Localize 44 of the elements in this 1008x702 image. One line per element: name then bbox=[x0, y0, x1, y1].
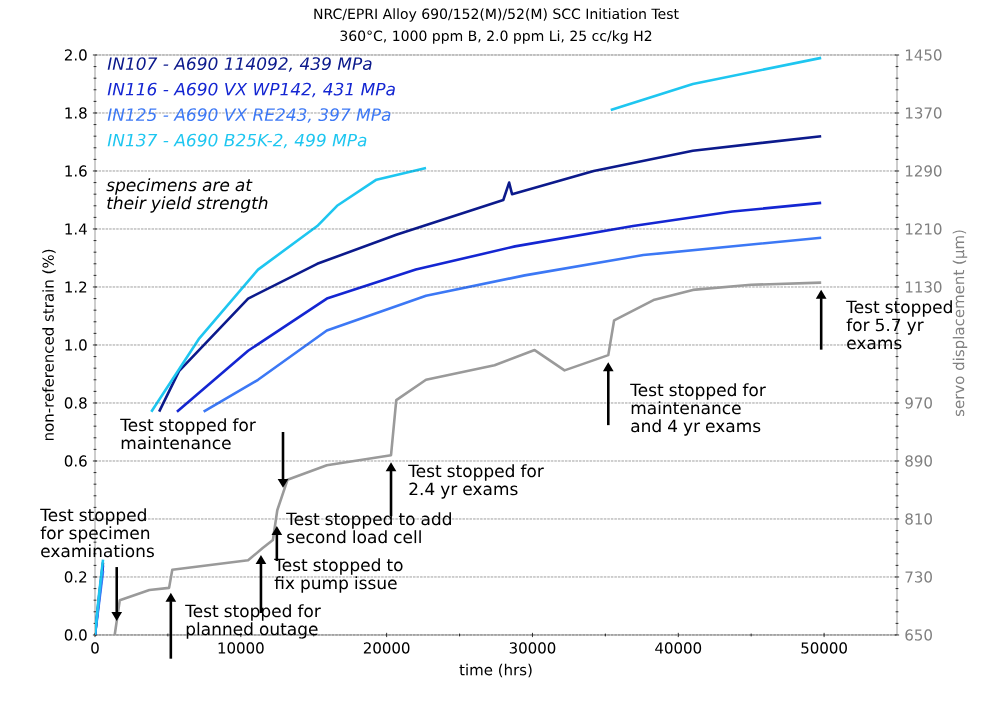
y2-axis-title: servo displacement (µm) bbox=[952, 230, 968, 417]
annotation: Test stopped for maintenance and 4 yr exams bbox=[630, 383, 766, 436]
y-tick-label: 0.0 bbox=[64, 629, 87, 641]
annotation: Test stopped for 5.7 yr exams bbox=[846, 300, 952, 350]
series-label: IN137 - A690 B25K-2, 499 MPa bbox=[107, 133, 367, 149]
annotation: specimens are at their yield strength bbox=[106, 178, 268, 213]
annotation: Test stopped to fix pump issue bbox=[274, 558, 403, 593]
x-axis-title: time (hrs) bbox=[459, 663, 532, 678]
y-tick-label: 1.4 bbox=[65, 223, 87, 235]
y2-tick-label: 890 bbox=[905, 455, 932, 467]
y-tick-label: 2.0 bbox=[64, 49, 87, 61]
y-tick-label: 0.6 bbox=[64, 455, 87, 467]
annotation: Test stopped for planned outage bbox=[185, 604, 321, 639]
y-tick-label: 1.0 bbox=[65, 339, 87, 351]
annotation: Test stopped to add second load cell bbox=[286, 512, 451, 544]
y-tick-label: 0.2 bbox=[64, 571, 87, 583]
y2-tick-label: 1370 bbox=[905, 107, 942, 119]
y-tick-label: 0.8 bbox=[64, 397, 87, 409]
x-tick-label: 0 bbox=[91, 642, 99, 654]
y2-tick-label: 1130 bbox=[905, 281, 942, 293]
y-axis-title: non-referenced strain (%) bbox=[42, 249, 56, 441]
y2-tick-label: 730 bbox=[905, 571, 932, 583]
chart-title: NRC/EPRI Alloy 690/152(M)/52(M) SCC Initiation Test bbox=[314, 8, 679, 22]
y-tick-label: 1.8 bbox=[65, 107, 87, 119]
x-tick-label: 20000 bbox=[363, 642, 410, 654]
x-tick-label: 40000 bbox=[655, 642, 702, 654]
text: IN107 - A690 114092, 439 MPa bbox=[107, 57, 372, 72]
y2-tick-label: 1450 bbox=[905, 49, 942, 61]
chart-subtitle: 360°C, 1000 ppm B, 2.0 ppm Li, 25 cc/kg H2 bbox=[340, 30, 652, 44]
text: IN125 - A690 VX RE243, 397 MPa bbox=[107, 108, 391, 123]
y-tick-label: 1.2 bbox=[65, 281, 87, 293]
x-tick-label: 30000 bbox=[509, 642, 556, 654]
x-tick-label: 50000 bbox=[801, 642, 847, 654]
text: IN116 - A690 VX WP142, 431 MPa bbox=[107, 82, 395, 98]
annotation: Test stopped for maintenance bbox=[120, 418, 256, 450]
x-tick-label: 10000 bbox=[218, 642, 264, 654]
y-tick-label: 1.6 bbox=[65, 165, 87, 177]
annotation: Test stopped for specimen examinations bbox=[40, 508, 154, 558]
annotation: Test stopped for 2.4 yr exams bbox=[408, 464, 544, 499]
y2-tick-label: 970 bbox=[905, 397, 932, 409]
y2-tick-label: 810 bbox=[905, 513, 932, 525]
y2-tick-label: 1210 bbox=[905, 223, 942, 235]
y2-tick-label: 650 bbox=[905, 629, 932, 641]
y2-tick-label: 1290 bbox=[905, 165, 942, 177]
